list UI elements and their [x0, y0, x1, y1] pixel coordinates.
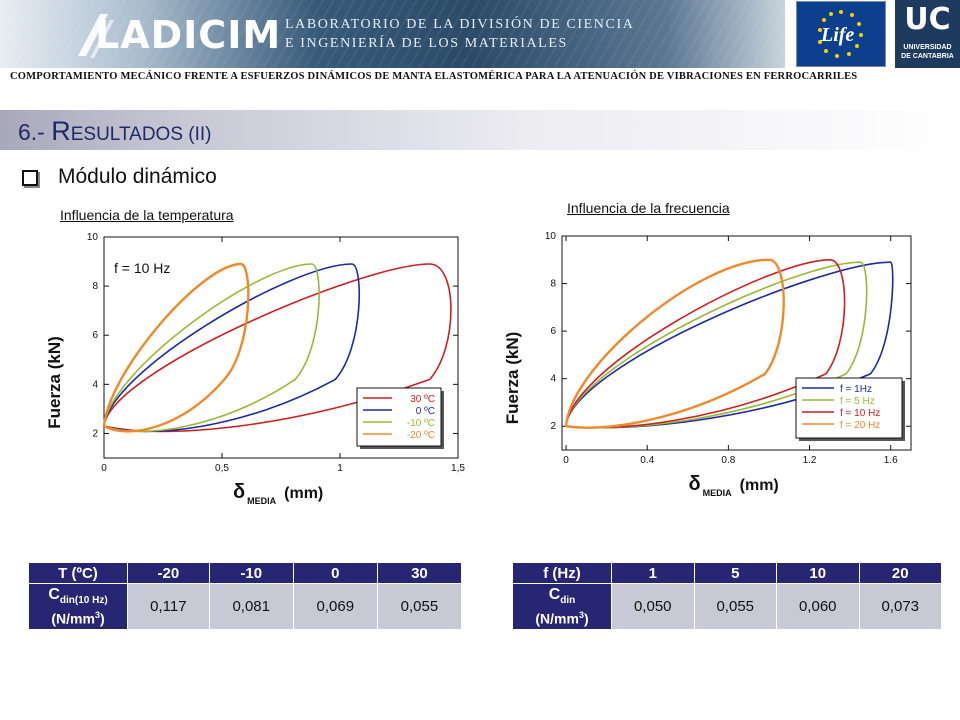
legend-label: f = 5 Hz: [840, 396, 875, 407]
legend-label: -10 ºC: [407, 418, 435, 429]
table-row-label: Cdin(10 Hz) (N/mm3): [28, 583, 128, 630]
series-loop: [565, 261, 894, 429]
table-cell: 0,069: [292, 583, 378, 630]
x-tick-label: 0.4: [640, 455, 654, 466]
y-tick-label: 6: [550, 326, 556, 337]
checkbox-bullet-icon: [22, 170, 38, 186]
series-loop: [102, 262, 250, 433]
ladicim-banner: LADICIM LABORATORIO DE LA DIVISIÓN DE CI…: [0, 0, 785, 68]
y-tick-label: 8: [92, 281, 98, 292]
y-tick-label: 2: [92, 428, 98, 439]
legend-label: f = 10 Hz: [840, 408, 880, 419]
table-header-row: f (Hz) 1 5 10 20: [512, 562, 942, 584]
table-row: Cdin(10 Hz) (N/mm3) 0,117 0,081 0,069 0,…: [28, 583, 463, 630]
x-tick-label: 0: [563, 455, 569, 466]
uc-logo-line-1: UNIVERSIDAD: [903, 44, 952, 51]
caption-frequency: Influencia de la frecuencia: [567, 200, 730, 216]
table-header-cell: 30: [376, 562, 463, 584]
table-header-cell: -20: [127, 562, 210, 584]
legend-label: -20 ºC: [407, 430, 435, 441]
y-tick-label: 4: [550, 374, 556, 385]
series-loop: [103, 263, 361, 433]
x-tick-label: 0.8: [721, 455, 735, 466]
table-header-cell: 5: [693, 562, 777, 584]
legend-label: f = 20 Hz: [840, 420, 880, 431]
table-cell: 0,055: [693, 583, 777, 630]
table-header-cell: 10: [776, 562, 860, 584]
table-cell: 0,081: [208, 583, 294, 630]
life-logo: Life: [796, 1, 886, 67]
x-tick-label: 0,5: [215, 463, 229, 474]
table-header-cell: 20: [858, 562, 942, 584]
x-axis-label: δ MEDIA (mm): [689, 473, 779, 498]
series-loop: [564, 258, 785, 429]
uc-logo: UC UNIVERSIDAD DE CANTABRIA: [895, 0, 960, 68]
table-cell: 0,117: [127, 583, 210, 630]
chart-temperature: 0 0,5 1 1,5 2 4 6 8 10 30 ºC0 ºC-10 ºC-20 ºC Fuerz…: [45, 232, 465, 506]
table-temperature: T (ºC) -20 -10 0 30 Cdin(10 Hz) (N/mm3) …: [28, 562, 463, 630]
table-header-cell: -10: [208, 562, 294, 584]
table-row: Cdin (N/mm3) 0,050 0,055 0,060 0,073: [512, 583, 942, 630]
series-loop: [565, 258, 846, 429]
table-header-cell: 1: [611, 562, 695, 584]
life-logo-text: Life: [821, 24, 855, 46]
caption-temperature: Influencia de la temperatura: [60, 207, 234, 223]
table-cell: 0,050: [611, 583, 695, 630]
presentation-subtitle: COMPORTAMIENTO MECÁNICO FRENTE A ESFUERZ…: [10, 71, 858, 82]
table-header-cell: 0: [292, 562, 378, 584]
table-cell: 0,055: [376, 583, 463, 630]
section-bar: [0, 110, 960, 150]
legend-label: 30 ºC: [410, 394, 435, 405]
table-header-label: f (Hz): [512, 562, 612, 584]
table-frequency: f (Hz) 1 5 10 20 Cdin (N/mm3) 0,050 0,05…: [512, 562, 942, 630]
chart-annotation: f = 10 Hz: [114, 260, 170, 276]
uc-logo-text: UC: [904, 2, 951, 37]
x-tick-label: 1: [337, 463, 343, 474]
uc-logo-line-2: DE CANTABRIA: [901, 53, 954, 60]
x-tick-label: 0: [101, 463, 107, 474]
table-header-row: T (ºC) -20 -10 0 30: [28, 562, 463, 584]
table-header-label: T (ºC): [28, 562, 128, 584]
section-title: 6.- RESULTADOS (II): [18, 116, 212, 146]
bullet-heading: Módulo dinámico: [58, 165, 217, 188]
table-row-label: Cdin (N/mm3): [512, 583, 612, 630]
series-loop: [565, 261, 868, 429]
table-cell: 0,060: [776, 583, 860, 630]
table-cell: 0,073: [858, 583, 942, 630]
y-tick-label: 10: [87, 232, 99, 243]
y-tick-label: 4: [92, 379, 98, 390]
series-loop: [103, 263, 320, 433]
y-tick-label: 6: [92, 330, 98, 341]
x-axis-label: δ MEDIA (mm): [233, 481, 323, 506]
x-tick-label: 1,5: [451, 463, 465, 474]
series-loop: [103, 263, 452, 433]
y-axis-label: Fuerza (kN): [45, 336, 64, 429]
y-axis-label: Fuerza (kN): [503, 332, 522, 425]
legend-label: f = 1Hz: [840, 384, 872, 395]
y-tick-label: 8: [550, 279, 556, 290]
x-tick-label: 1.6: [884, 455, 898, 466]
header-banner: LADICIM LABORATORIO DE LA DIVISIÓN DE CI…: [0, 0, 960, 68]
y-tick-label: 10: [545, 231, 557, 242]
y-tick-label: 2: [550, 421, 556, 432]
x-tick-label: 1.2: [803, 455, 817, 466]
legend-label: 0 ºC: [416, 406, 435, 417]
eu-stars-icon: [818, 10, 863, 58]
